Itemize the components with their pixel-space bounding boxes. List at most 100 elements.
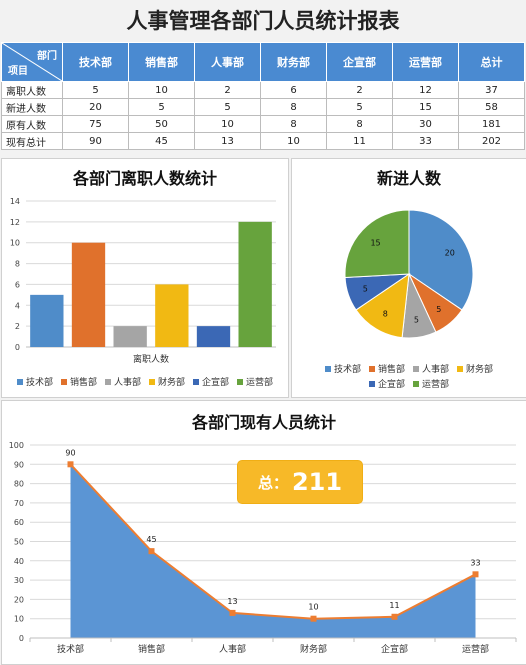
y-tick-label: 80 xyxy=(14,480,24,489)
bar-legend-item: 财务部 xyxy=(149,375,185,388)
table-cell: 30 xyxy=(392,115,459,133)
table-header-row: 部门 项目 技术部 销售部 人事部 财务部 企宣部 运营部 总计 xyxy=(1,42,525,82)
row-label: 新进人数 xyxy=(1,98,63,116)
y-tick-label: 90 xyxy=(14,460,24,469)
legend-label: 人事部 xyxy=(422,365,450,375)
table-cell: 33 xyxy=(392,132,459,150)
table-cell: 2 xyxy=(326,81,393,99)
table-cell: 10 xyxy=(194,115,261,133)
bar xyxy=(30,294,64,347)
total-value: 211 xyxy=(291,468,343,496)
page-title: 人事管理各部门人员统计报表 xyxy=(126,9,400,33)
legend-swatch xyxy=(149,378,155,385)
pie-data-label: 5 xyxy=(363,285,368,294)
row-label: 原有人数 xyxy=(1,115,63,133)
col-header: 销售部 xyxy=(128,42,195,82)
y-tick-label: 70 xyxy=(14,499,24,508)
y-tick-label: 30 xyxy=(14,576,24,585)
legend-swatch xyxy=(237,378,244,385)
bar-legend-item: 运营部 xyxy=(237,375,273,388)
bar-chart: 0 2 4 6 8 10 12 14 离职人数 xyxy=(10,197,276,365)
y-tick-label: 50 xyxy=(14,538,24,547)
data-label: 45 xyxy=(146,535,156,544)
x-tick-label: 技术部 xyxy=(57,643,84,655)
data-label: 13 xyxy=(227,597,237,606)
data-point xyxy=(310,615,317,622)
area-fill xyxy=(70,464,476,638)
pie-legend-item: 财务部 xyxy=(457,362,493,375)
legend-label: 企宣部 xyxy=(377,380,405,390)
pie-data-label: 5 xyxy=(414,315,419,324)
corner-item-label: 项目 xyxy=(8,66,28,77)
table-cell: 2 xyxy=(194,81,261,99)
table-cell: 10 xyxy=(260,132,327,150)
x-tick-label: 财务部 xyxy=(300,643,327,655)
pie-legend-item: 技术部 xyxy=(324,362,361,375)
table-row: 原有人数 75 50 10 8 8 30 181 xyxy=(1,115,525,133)
stats-table: 部门 项目 技术部 销售部 人事部 财务部 企宣部 运营部 总计 离职人数 5 … xyxy=(1,42,525,150)
legend-swatch xyxy=(368,365,375,372)
table-cell: 8 xyxy=(260,98,327,116)
pie-data-label: 20 xyxy=(445,248,455,257)
y-tick-label: 14 xyxy=(10,197,20,206)
y-tick-label: 10 xyxy=(10,239,20,248)
area-chart-panel: 各部门现有人员统计 0 10 20 30 40 50 60 70 80 90 100 90 技术部 45 销… xyxy=(1,400,526,665)
bar xyxy=(196,326,231,347)
pie-slice xyxy=(408,209,474,311)
table-cell: 50 xyxy=(128,115,195,133)
table-cell: 5 xyxy=(62,81,129,99)
total-badge: 总： 211 xyxy=(238,461,362,503)
data-label: 11 xyxy=(389,601,399,610)
data-point xyxy=(229,609,236,616)
pie-chart-legend: 技术部 销售部 人事部 财务部 企宣部 运营部 xyxy=(322,362,496,390)
area-chart: 0 10 20 30 40 50 60 70 80 90 100 90 技术部 45 销售部 13 人事部 10 财… xyxy=(9,441,517,655)
pie-legend-item: 运营部 xyxy=(413,377,449,390)
table-cell: 202 xyxy=(458,132,525,150)
legend-swatch xyxy=(60,378,67,385)
table-corner-cell: 部门 项目 xyxy=(1,42,63,82)
y-tick-label: 0 xyxy=(15,343,20,352)
table-row: 新进人数 20 5 5 8 5 15 58 xyxy=(1,98,525,116)
data-label: 10 xyxy=(308,603,318,612)
legend-label: 企宣部 xyxy=(202,378,230,388)
bar xyxy=(71,242,106,347)
table-cell: 11 xyxy=(326,132,393,150)
col-header: 企宣部 xyxy=(326,42,393,82)
bar xyxy=(238,221,272,347)
legend-swatch xyxy=(368,380,375,387)
y-tick-label: 4 xyxy=(15,301,20,310)
table-cell: 90 xyxy=(62,132,129,150)
pie-chart: 20 5 5 8 5 15 xyxy=(344,209,474,339)
legend-label: 运营部 xyxy=(422,380,450,390)
table-cell: 10 xyxy=(128,81,195,99)
pie-legend-item: 人事部 xyxy=(413,362,449,375)
y-tick-label: 20 xyxy=(14,595,24,604)
legend-label: 销售部 xyxy=(69,378,97,388)
legend-label: 财务部 xyxy=(158,378,186,388)
y-tick-label: 6 xyxy=(15,280,20,289)
table-cell: 6 xyxy=(260,81,327,99)
legend-swatch xyxy=(324,365,331,372)
y-tick-label: 100 xyxy=(9,441,24,450)
corner-dept-label: 部门 xyxy=(37,51,57,62)
table-cell: 20 xyxy=(62,98,129,116)
bar-chart-panel: 各部门离职人数统计 0 2 4 6 8 10 12 14 离职人数 技术部 销售部 人事部 财务部 企宣… xyxy=(1,158,289,398)
bar-legend-item: 人事部 xyxy=(104,375,141,388)
data-point xyxy=(472,571,479,578)
y-tick-label: 8 xyxy=(15,260,20,269)
y-tick-label: 10 xyxy=(14,615,24,624)
table-cell: 13 xyxy=(194,132,261,150)
data-point xyxy=(391,613,398,620)
pie-slice xyxy=(355,272,410,339)
legend-swatch xyxy=(457,365,464,372)
table-cell: 8 xyxy=(260,115,327,133)
bar xyxy=(113,326,147,347)
pie-chart-title: 新进人数 xyxy=(376,169,441,188)
table-cell: 15 xyxy=(392,98,459,116)
x-tick-label: 运营部 xyxy=(462,643,489,655)
col-header: 运营部 xyxy=(392,42,459,82)
row-label: 现有总计 xyxy=(1,132,63,150)
y-tick-label: 60 xyxy=(14,518,24,527)
bar xyxy=(155,284,189,347)
pie-chart-panel: 新进人数 20 5 5 8 5 15 技术部 销售部 人事部 财务部 企宣部 运营部 xyxy=(291,158,526,398)
